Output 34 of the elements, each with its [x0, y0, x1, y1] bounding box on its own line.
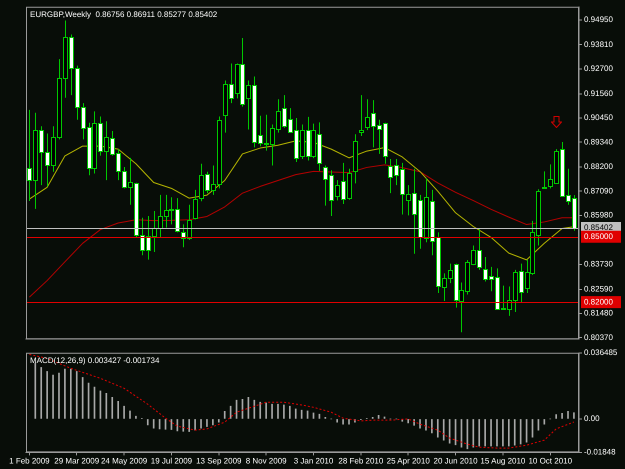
y-tick-label: 0.83730 — [584, 260, 614, 269]
x-tick-label: 13 Sep 2009 — [196, 456, 242, 466]
x-tick-label: 8 Nov 2009 — [246, 456, 288, 466]
ref-line-label: 0.82000 — [584, 297, 614, 306]
y-tick-label: 0.87090 — [584, 186, 614, 196]
x-tick-label: 15 Aug 2010 — [480, 456, 526, 466]
x-tick-label: 19 Jul 2009 — [150, 456, 193, 466]
y-tick-label: 0.92700 — [584, 64, 614, 74]
y-tick-label: 0.036485 — [584, 348, 618, 358]
x-tick-label: 3 Jan 2010 — [294, 456, 334, 466]
y-tick-label: 0.89340 — [584, 137, 614, 146]
x-tick-label: 25 Apr 2010 — [386, 456, 430, 466]
chart-title: EURGBP,Weekly 0.86756 0.86911 0.85277 0.85402 — [30, 10, 218, 20]
y-tick-label: 0.85980 — [584, 210, 614, 220]
y-tick-label: 0.81480 — [584, 308, 614, 318]
ref-line-label: 0.85000 — [584, 232, 614, 241]
x-tick-label: 28 Feb 2010 — [338, 456, 384, 466]
y-tick-label: 0.93810 — [584, 40, 614, 49]
line-series — [28, 354, 574, 449]
y-tick-label: 0.82590 — [584, 284, 614, 294]
x-tick-label: 1 Feb 2009 — [9, 456, 50, 466]
y-tick-label: 0.88200 — [584, 162, 614, 172]
x-tick-label: 10 Oct 2010 — [528, 456, 573, 466]
x-tick-label: 20 Jun 2010 — [434, 456, 478, 466]
chart-title: MACD(12,26,9) 0.003427 -0.001734 — [30, 356, 160, 366]
y-tick-label: 0.90450 — [584, 113, 614, 122]
y-tick-label: -0.01848 — [584, 448, 616, 457]
ref-line-label: 0.85402 — [584, 223, 614, 232]
y-tick-label: 0.91560 — [584, 88, 614, 98]
x-tick-label: 24 May 2009 — [100, 456, 148, 466]
y-tick-label: 0.94950 — [584, 15, 614, 24]
y-tick-label: 0.80370 — [584, 332, 614, 342]
x-tick-label: 29 Mar 2009 — [54, 456, 100, 466]
y-tick-label: 0.00 — [584, 414, 600, 424]
